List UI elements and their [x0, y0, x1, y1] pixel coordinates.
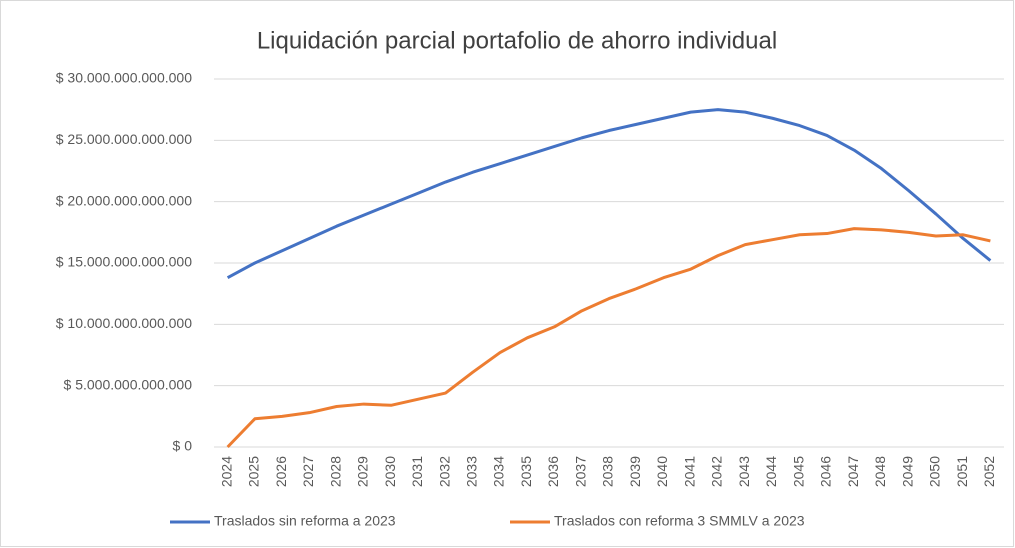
x-tick-label: 2043 [736, 456, 752, 487]
legend-label: Traslados con reforma 3 SMMLV a 2023 [554, 513, 805, 529]
x-tick-label: 2031 [409, 456, 425, 487]
x-tick-label: 2041 [681, 456, 697, 487]
legend-label: Traslados sin reforma a 2023 [214, 513, 396, 529]
x-tick-label: 2036 [545, 456, 561, 487]
x-tick-label: 2028 [327, 456, 343, 487]
x-tick-label: 2048 [872, 456, 888, 487]
line-series [226, 227, 991, 449]
y-tick-label: $ 30.000.000.000.000 [56, 70, 192, 86]
x-tick-label: 2026 [273, 456, 289, 487]
x-tick-label: 2045 [790, 456, 806, 487]
line-series [226, 108, 992, 280]
x-tick-label: 2046 [818, 456, 834, 487]
x-tick-label: 2049 [899, 456, 915, 487]
x-tick-label: 2034 [491, 456, 507, 487]
x-tick-label: 2033 [463, 456, 479, 487]
x-tick-label: 2038 [600, 456, 616, 487]
x-tick-label: 2040 [654, 456, 670, 487]
chart-title: Liquidación parcial portafolio de ahorro… [257, 27, 777, 54]
x-tick-label: 2025 [246, 456, 262, 487]
y-tick-label: $ 5.000.000.000.000 [64, 376, 193, 392]
x-tick-label: 2032 [436, 456, 452, 487]
y-tick-label: $ 20.000.000.000.000 [56, 192, 192, 208]
x-tick-label: 2051 [954, 456, 970, 487]
y-tick-label: $ 0 [173, 438, 193, 454]
x-tick-label: 2027 [300, 456, 316, 487]
x-tick-label: 2052 [981, 456, 997, 487]
x-tick-label: 2050 [927, 456, 943, 487]
y-tick-label: $ 15.000.000.000.000 [56, 254, 192, 270]
x-tick-label: 2047 [845, 456, 861, 487]
x-tick-label: 2029 [355, 456, 371, 487]
x-tick-label: 2035 [518, 456, 534, 487]
x-tick-label: 2044 [763, 456, 779, 487]
y-tick-label: $ 25.000.000.000.000 [56, 131, 192, 147]
y-tick-label: $ 10.000.000.000.000 [56, 315, 192, 331]
x-tick-label: 2037 [572, 456, 588, 487]
x-tick-label: 2042 [709, 456, 725, 487]
x-tick-label: 2024 [218, 456, 234, 487]
x-tick-label: 2039 [627, 456, 643, 487]
x-tick-label: 2030 [382, 456, 398, 487]
